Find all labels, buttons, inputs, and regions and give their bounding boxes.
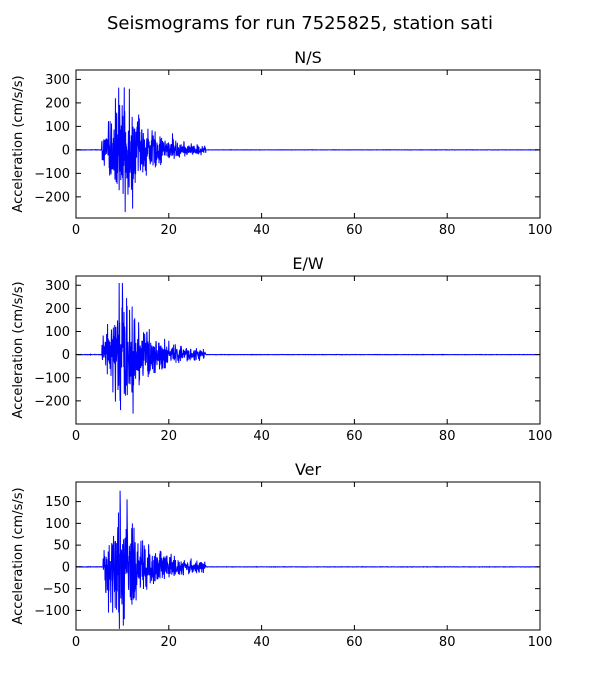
- x-tick-label: 20: [161, 429, 178, 444]
- x-tick-label: 0: [72, 635, 80, 650]
- y-tick-label: 0: [62, 560, 70, 575]
- y-tick-label: −100: [34, 371, 70, 386]
- x-tick-label: 80: [439, 429, 456, 444]
- y-tick-label: 0: [62, 143, 70, 158]
- y-tick-label: −200: [34, 190, 70, 205]
- y-tick-label: 300: [45, 73, 70, 88]
- y-tick-label: 200: [45, 96, 70, 111]
- panel-ver: Ver Acceleration (cm/s/s) 0 20 40 60 80 100 −100…: [11, 460, 552, 650]
- axes-frame: [75, 69, 541, 219]
- y-axis-label: Acceleration (cm/s/s): [11, 281, 26, 418]
- y-tick-label: −100: [34, 167, 70, 182]
- y-tick-label: 300: [45, 279, 70, 294]
- y-tick-label: 0: [62, 348, 70, 363]
- x-tick-label: 60: [346, 429, 363, 444]
- y-tick-label: 100: [45, 120, 70, 135]
- axes-frame: [75, 275, 541, 425]
- x-tick-label: 80: [439, 635, 456, 650]
- y-tick-label: 200: [45, 302, 70, 317]
- panels: N/S Acceleration (cm/s/s) 0 20 40 60 80 100 −200…: [11, 48, 552, 650]
- x-tick-label: 40: [253, 635, 270, 650]
- y-tick-label: 150: [45, 495, 70, 510]
- y-tick-label: 100: [45, 325, 70, 340]
- x-tick-label: 80: [439, 223, 456, 238]
- x-tick-label: 60: [346, 223, 363, 238]
- y-tick-label: 50: [53, 539, 70, 554]
- y-tick-label: −50: [43, 582, 70, 597]
- panel-title: E/W: [292, 254, 324, 273]
- panel-e-w: E/W Acceleration (cm/s/s) 0 20 40 60 80 100 −200…: [11, 254, 552, 444]
- y-axis-label: Acceleration (cm/s/s): [11, 487, 26, 624]
- y-axis-label: Acceleration (cm/s/s): [11, 75, 26, 212]
- x-tick-label: 20: [161, 635, 178, 650]
- x-tick-label: 100: [528, 223, 553, 238]
- x-tick-label: 100: [528, 429, 553, 444]
- x-tick-label: 100: [528, 635, 553, 650]
- y-tick-label: −100: [34, 604, 70, 619]
- panel-n-s: N/S Acceleration (cm/s/s) 0 20 40 60 80 100 −200…: [11, 48, 552, 238]
- x-tick-label: 40: [253, 223, 270, 238]
- figure-suptitle: Seismograms for run 7525825, station sat…: [107, 13, 493, 34]
- panel-title: N/S: [294, 48, 322, 67]
- x-tick-label: 60: [346, 635, 363, 650]
- panel-title: Ver: [295, 460, 322, 479]
- y-tick-label: 100: [45, 517, 70, 532]
- y-tick-label: −200: [34, 394, 70, 409]
- x-tick-label: 0: [72, 429, 80, 444]
- series-line: [76, 87, 540, 213]
- x-tick-label: 20: [161, 223, 178, 238]
- series-line: [76, 282, 540, 414]
- axes-frame: [75, 481, 541, 631]
- x-tick-label: 40: [253, 429, 270, 444]
- x-tick-label: 0: [72, 223, 80, 238]
- series-line: [76, 490, 540, 629]
